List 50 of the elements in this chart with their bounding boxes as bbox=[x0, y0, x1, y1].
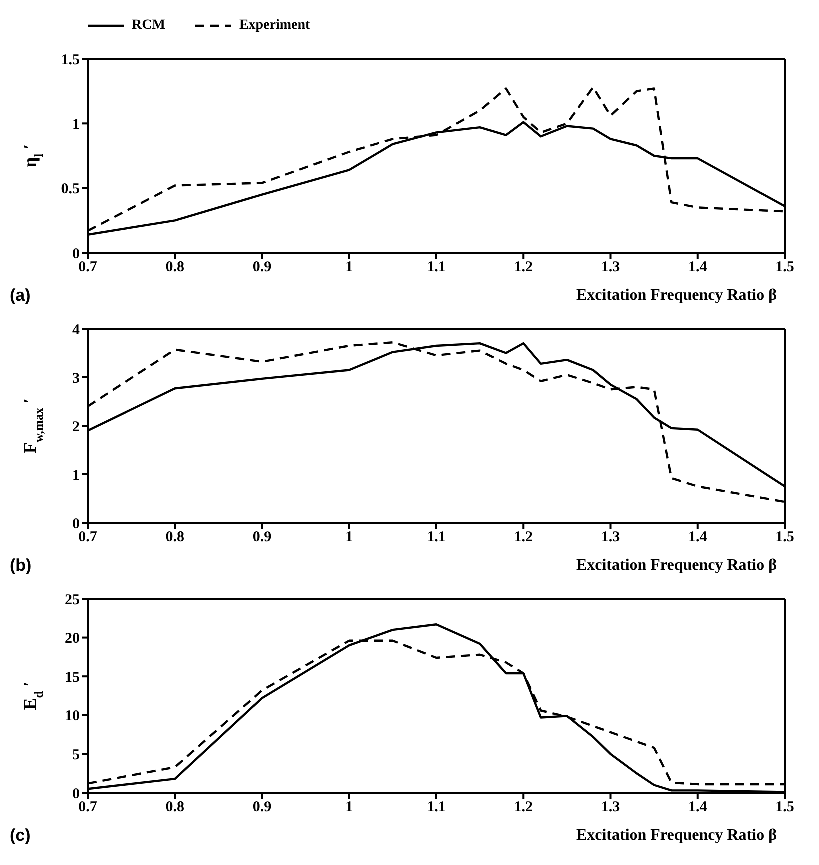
x-tick-label: 0.8 bbox=[166, 800, 184, 816]
y-tick-label: 3 bbox=[72, 370, 80, 387]
legend-label: RCM bbox=[132, 18, 166, 34]
text: (c) bbox=[10, 826, 31, 846]
x-tick-label: 1.5 bbox=[776, 530, 794, 546]
x-tick-label: 1.1 bbox=[427, 800, 446, 816]
x-tick-label: 1 bbox=[346, 260, 354, 276]
text: (b) bbox=[10, 556, 32, 576]
x-tick-label: 1.4 bbox=[688, 260, 708, 276]
y-tick-label: 2 bbox=[72, 419, 80, 436]
y-tick-label: 0.5 bbox=[61, 182, 80, 198]
x-tick-label: 1.4 bbox=[688, 530, 708, 546]
y-tick-label: 1.5 bbox=[61, 52, 80, 68]
y-tick-label: 0 bbox=[72, 786, 80, 802]
x-axis-title: Excitation Frequency Ratio β bbox=[576, 557, 777, 574]
x-tick-label: 1.3 bbox=[601, 260, 620, 276]
text: (a) bbox=[10, 286, 31, 306]
x-tick-label: 0.9 bbox=[252, 260, 272, 276]
x-axis-title: Excitation Frequency Ratio β bbox=[576, 827, 777, 844]
y-tick-label: 0 bbox=[72, 246, 80, 262]
y-tick-label: 1 bbox=[72, 116, 80, 133]
x-tick-label: 0.8 bbox=[166, 260, 184, 276]
x-tick-label: 0.7 bbox=[78, 800, 98, 816]
x-tick-label: 1.5 bbox=[776, 260, 794, 276]
x-tick-label: 1 bbox=[346, 530, 354, 546]
x-tick-label: 1.5 bbox=[776, 800, 794, 816]
y-tick-label: 0 bbox=[72, 516, 80, 532]
x-axis-title: Excitation Frequency Ratio β bbox=[576, 287, 777, 304]
y-tick-label: 25 bbox=[65, 592, 80, 608]
x-tick-label: 1.1 bbox=[427, 530, 446, 546]
y-tick-label: 10 bbox=[65, 708, 80, 725]
x-tick-label: 1.2 bbox=[514, 260, 533, 276]
y-tick-label: 15 bbox=[65, 670, 80, 686]
x-tick-label: 0.9 bbox=[252, 800, 272, 816]
x-tick-label: 1.1 bbox=[427, 260, 446, 276]
legend-label: Experiment bbox=[239, 18, 310, 34]
y-tick-label: 20 bbox=[65, 631, 80, 648]
x-tick-label: 0.9 bbox=[252, 530, 272, 546]
x-tick-label: 0.7 bbox=[78, 530, 98, 546]
x-tick-label: 0.7 bbox=[78, 260, 98, 276]
x-tick-label: 1 bbox=[346, 800, 354, 816]
y-tick-label: 5 bbox=[72, 748, 80, 764]
x-tick-label: 1.3 bbox=[601, 530, 620, 546]
y-tick-label: 1 bbox=[72, 468, 80, 484]
x-tick-label: 0.8 bbox=[166, 530, 184, 546]
x-tick-label: 1.2 bbox=[514, 800, 533, 816]
x-tick-label: 1.4 bbox=[688, 800, 708, 816]
x-tick-label: 1.3 bbox=[601, 800, 620, 816]
y-tick-label: 4 bbox=[72, 322, 80, 338]
x-tick-label: 1.2 bbox=[514, 530, 533, 546]
